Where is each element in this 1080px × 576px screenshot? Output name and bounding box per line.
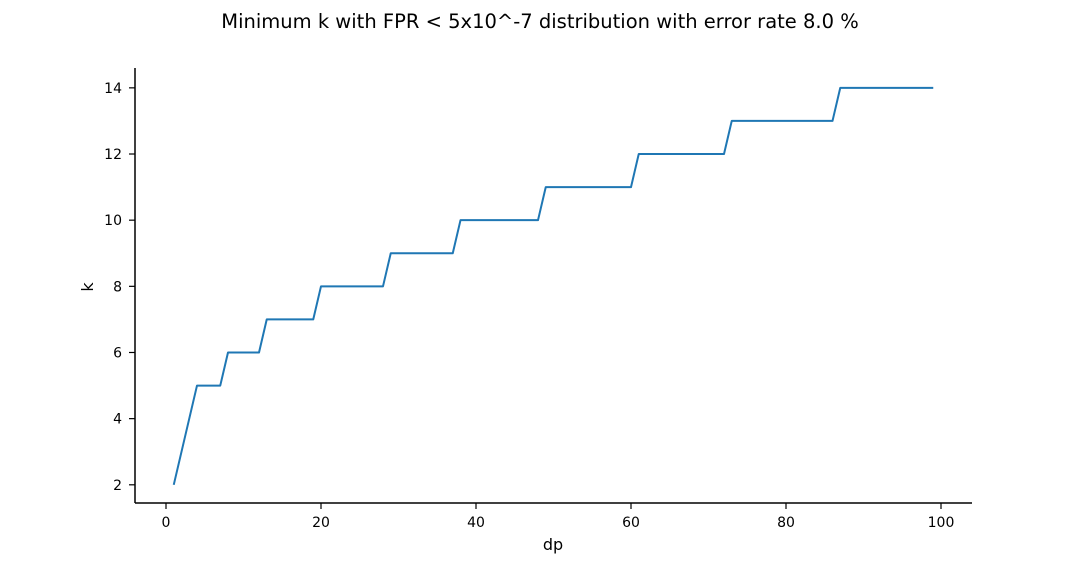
chart-title: Minimum k with FPR < 5x10^-7 distributio… (221, 10, 858, 33)
y-tick-label: 2 (113, 478, 122, 494)
y-tick-label: 4 (113, 412, 122, 428)
y-tick-label: 8 (113, 279, 122, 295)
y-tick-label: 6 (113, 345, 122, 361)
tick-labels: 0 20 40 60 80 100 2 4 6 8 10 12 14 (104, 81, 954, 531)
y-tick-label: 12 (104, 147, 122, 163)
x-axis-title: dp (543, 535, 563, 554)
x-tick-label: 40 (467, 515, 485, 531)
y-tick-label: 14 (104, 81, 122, 97)
x-tick-label: 60 (622, 515, 640, 531)
x-tick-label: 100 (928, 515, 955, 531)
y-axis-title: k (78, 282, 97, 292)
tick-marks (129, 87, 942, 509)
series-line (172, 86, 934, 486)
axes (134, 68, 972, 504)
x-tick-label: 0 (162, 515, 171, 531)
y-tick-label: 10 (104, 213, 122, 229)
x-tick-label: 80 (777, 515, 795, 531)
x-tick-label: 20 (312, 515, 330, 531)
series-layer (172, 86, 934, 486)
